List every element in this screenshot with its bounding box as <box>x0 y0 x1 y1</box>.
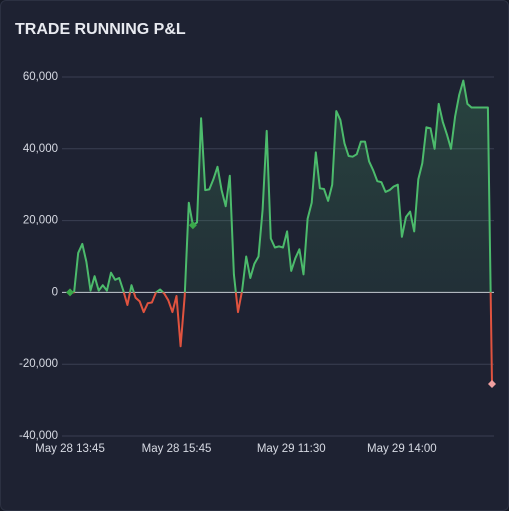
line-positive <box>70 79 492 293</box>
y-tick-label: 40,000 <box>23 143 58 155</box>
x-tick-label: May 28 13:45 <box>35 443 105 455</box>
y-tick-label: -40,000 <box>19 430 58 442</box>
x-tick-label: May 29 11:30 <box>257 443 326 455</box>
marker <box>188 221 197 230</box>
y-tick-label: -20,000 <box>19 358 58 370</box>
x-tick-label: May 28 15:45 <box>142 443 212 455</box>
y-tick-label: 20,000 <box>23 215 58 227</box>
y-tick-label: 60,000 <box>23 71 58 83</box>
x-tick-label: May 29 14:00 <box>367 443 437 455</box>
marker <box>66 288 74 297</box>
marker <box>488 379 496 388</box>
chart-title: TRADE RUNNING P&L <box>15 21 186 38</box>
y-tick-label: 0 <box>52 286 58 298</box>
area <box>74 80 491 293</box>
line-negative <box>70 292 493 384</box>
